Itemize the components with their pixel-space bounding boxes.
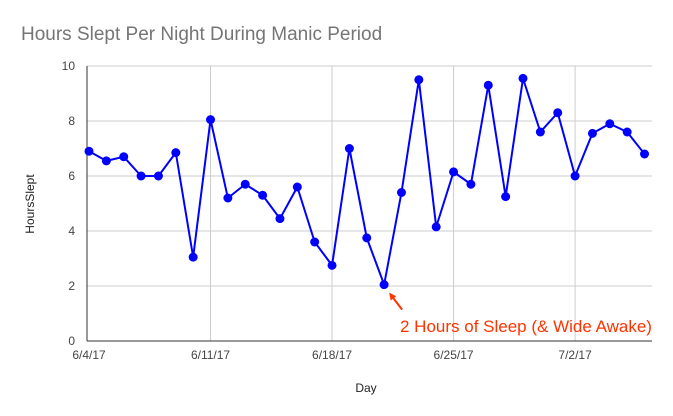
data-point [535, 127, 545, 137]
data-point [240, 179, 250, 189]
y-tick-label: 8 [68, 114, 75, 128]
data-point [362, 233, 372, 243]
data-series [84, 73, 650, 290]
gridlines [87, 65, 652, 341]
data-point [206, 115, 216, 125]
x-tick-label: 6/18/17 [312, 348, 352, 362]
y-axis-ticks: 0 2 4 6 8 10 [62, 59, 76, 348]
data-point [344, 144, 354, 153]
annotation-arrow [391, 296, 403, 311]
data-point [379, 280, 389, 290]
data-point [587, 128, 597, 138]
y-axis-label: HoursSlept [23, 174, 37, 234]
data-point [101, 156, 111, 166]
data-point [605, 119, 615, 129]
axes [86, 66, 652, 342]
annotation-arrowhead [389, 292, 397, 301]
x-tick-label: 6/25/17 [434, 348, 474, 362]
data-point [396, 188, 406, 197]
data-point [518, 73, 528, 83]
data-point [570, 171, 580, 181]
data-point [414, 75, 424, 85]
data-point [136, 171, 146, 181]
data-point [431, 222, 441, 232]
data-point [622, 127, 632, 137]
data-point [501, 192, 511, 202]
data-point [310, 237, 320, 247]
data-point [553, 108, 563, 118]
y-tick-label: 2 [68, 279, 75, 293]
data-point [466, 179, 476, 189]
y-tick-label: 4 [68, 224, 75, 238]
data-point [449, 167, 459, 177]
data-point [640, 149, 650, 159]
x-axis-label: Day [355, 381, 376, 395]
data-point [483, 80, 493, 90]
annotation: 2 Hours of Sleep (& Wide Awake) [389, 292, 652, 336]
data-point [327, 260, 337, 270]
x-axis-ticks: 6/4/17 6/11/17 6/18/17 6/25/17 7/2/17 [72, 348, 592, 362]
x-tick-label: 7/2/17 [558, 348, 592, 362]
y-tick-label: 10 [62, 59, 76, 73]
data-point [258, 190, 268, 200]
x-tick-label: 6/11/17 [191, 348, 230, 362]
chart-title: Hours Slept Per Night During Manic Perio… [21, 24, 382, 45]
data-point [188, 252, 198, 262]
y-tick-label: 0 [68, 334, 75, 348]
data-point [292, 182, 302, 192]
data-point [119, 152, 129, 162]
data-point [171, 148, 181, 158]
series-line [88, 77, 646, 286]
data-point [84, 146, 94, 156]
annotation-text: 2 Hours of Sleep (& Wide Awake) [400, 317, 652, 336]
data-point [223, 193, 233, 203]
y-tick-label: 6 [68, 169, 75, 183]
x-tick-label: 6/4/17 [72, 348, 106, 362]
data-point [275, 214, 285, 224]
data-point [153, 171, 163, 181]
